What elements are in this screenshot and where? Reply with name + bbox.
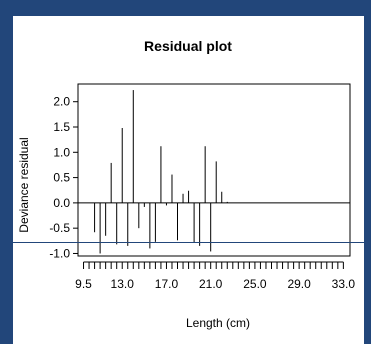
x-tick-label: 21.0	[199, 277, 223, 291]
x-axis-label: Length (cm)	[186, 316, 250, 330]
x-tick-label: 29.0	[287, 277, 311, 291]
y-tick-label: 1.0	[53, 145, 70, 159]
y-tick-label: -0.5	[49, 221, 70, 235]
y-tick-label: 2.0	[53, 95, 70, 109]
y-tick-label: 0.5	[53, 171, 70, 185]
residual-chart: Residual plot Deviance residual Length (…	[17, 38, 356, 330]
x-tick-label: 13.0	[111, 277, 135, 291]
x-tick-label: 33.0	[332, 277, 356, 291]
chart-title: Residual plot	[144, 38, 232, 54]
x-tick-label: 17.0	[155, 277, 179, 291]
slide-rule	[0, 242, 371, 243]
y-tick-label: 1.5	[53, 120, 70, 134]
plot-box	[77, 83, 351, 257]
x-tick-label: 9.5	[75, 277, 92, 291]
y-tick-label: 0.0	[53, 196, 70, 210]
y-axis-label: Deviance residual	[17, 137, 31, 232]
x-tick-label: 25.0	[243, 277, 267, 291]
y-tick-label: -1.0	[49, 246, 70, 260]
chart-panel: Residual plot Deviance residual Length (…	[13, 16, 364, 344]
